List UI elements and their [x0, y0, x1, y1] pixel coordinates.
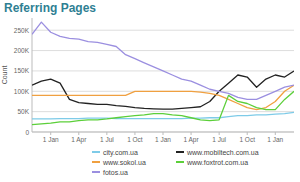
series-line [32, 71, 294, 109]
legend-swatch [176, 151, 184, 153]
y-tick-label: 250K [14, 27, 30, 34]
legend-label[interactable]: city.com.ua [103, 149, 138, 157]
plot-area [32, 22, 294, 125]
x-tick [163, 132, 164, 135]
x-tick-label: 1 Apr [71, 136, 87, 144]
grid-line [32, 111, 294, 112]
x-tick-label: 1 Jul [100, 136, 114, 143]
x-tick [50, 132, 51, 135]
y-tick-label: 100K [14, 88, 30, 95]
series-line [32, 85, 294, 109]
y-axis-label: Count [1, 66, 8, 85]
legend-label[interactable]: www.sokol.ua [102, 159, 146, 166]
x-tick-label: 1 Oct [239, 136, 255, 143]
x-tick [275, 132, 276, 135]
legend-swatch [176, 161, 184, 163]
y-tick-label: 0 [25, 129, 29, 136]
x-tick [247, 132, 248, 135]
x-tick-label: 1 Jan [267, 136, 283, 143]
grid-line [32, 30, 294, 31]
series-line [32, 91, 294, 124]
legend-swatch [92, 171, 100, 173]
x-tick [219, 132, 220, 135]
x-tick [191, 132, 192, 135]
legend-swatch [92, 161, 100, 163]
x-tick-label: 1 Jul [212, 136, 226, 143]
y-tick-label: 50K [17, 108, 29, 115]
x-tick [78, 132, 79, 135]
y-tick-label: 200K [14, 47, 30, 54]
legend-label[interactable]: fotos.ua [103, 169, 128, 176]
legend-swatch [92, 151, 100, 153]
x-tick-label: 1 Oct [127, 136, 143, 143]
x-tick-label: 1 Apr [183, 136, 199, 144]
y-axis [32, 18, 33, 132]
legend-label[interactable]: www.foxtrot.com.ua [186, 159, 248, 166]
chart: Referring Pages Count 0 50K 100K 150K 200K 250K… [0, 0, 300, 182]
legend-label[interactable]: www.mobiltech.com.ua [186, 149, 259, 156]
x-tick [106, 132, 107, 135]
x-tick-label: 1 Jan [155, 136, 171, 143]
x-tick-label: 1 Jan [43, 136, 59, 143]
title: Referring Pages [4, 1, 96, 15]
series-line [32, 22, 294, 99]
x-tick [134, 132, 135, 135]
grid-line [32, 50, 294, 51]
y-tick-label: 150K [14, 67, 30, 74]
